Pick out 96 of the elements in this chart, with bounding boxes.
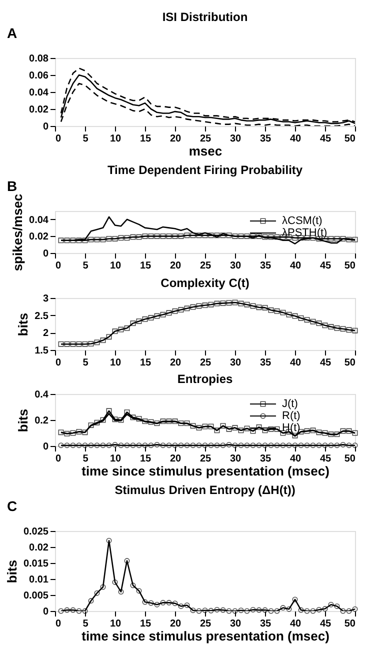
x-tick-label: 5 bbox=[82, 618, 89, 630]
x-tick-label: 0 bbox=[56, 618, 62, 630]
y-tick-label: 0.025 bbox=[23, 526, 49, 538]
x-tick-label: 30 bbox=[230, 618, 242, 630]
text: B bbox=[7, 178, 18, 194]
x-tick-label: 40 bbox=[290, 454, 302, 464]
x-tick-label: 15 bbox=[140, 618, 152, 630]
x-tick-label: 10 bbox=[110, 260, 122, 272]
x-tick-label: 35 bbox=[260, 358, 272, 368]
y-tick-label: 0.06 bbox=[29, 70, 49, 82]
chart-title: Complexity C(t) bbox=[160, 276, 250, 290]
y-tick-label: 2 bbox=[42, 328, 49, 340]
x-tick-label: 45 bbox=[320, 260, 332, 272]
legend-label: λPSTH(t) bbox=[282, 227, 328, 239]
x-axis-title: time since stimulus presentation (msec) bbox=[82, 464, 330, 478]
x-tick-label: 40 bbox=[290, 260, 302, 272]
text: A bbox=[7, 25, 18, 41]
y-axis-title: spikes/msec bbox=[10, 194, 26, 272]
x-tick-label: 0 bbox=[56, 134, 62, 144]
x-tick-label: 20 bbox=[170, 134, 182, 144]
y-tick-label: 3 bbox=[42, 294, 49, 304]
y-tick-label: 0.005 bbox=[23, 590, 49, 602]
x-tick-label: 20 bbox=[170, 618, 182, 630]
x-tick-label: 30 bbox=[230, 358, 242, 368]
x-tick-label: 50 bbox=[344, 358, 356, 368]
x-tick-label: 20 bbox=[170, 358, 182, 368]
y-tick-label: 0 bbox=[42, 248, 49, 260]
legend-label: λCSM(t) bbox=[282, 215, 322, 227]
x-tick-label: 5 bbox=[82, 260, 89, 272]
x-tick-label: 50 bbox=[344, 134, 356, 144]
x-tick-label: 25 bbox=[200, 358, 212, 368]
x-tick-label: 20 bbox=[170, 260, 182, 272]
y-axis-title: bits bbox=[16, 408, 31, 432]
x-axis-title: msec bbox=[188, 144, 222, 158]
x-tick-label: 45 bbox=[320, 134, 332, 144]
y-tick-label: 0 bbox=[42, 606, 49, 618]
x-tick-label: 5 bbox=[82, 358, 89, 368]
x-tick-label: 25 bbox=[200, 134, 212, 144]
y-tick-label: 0.02 bbox=[29, 542, 49, 554]
x-tick-label: 40 bbox=[290, 358, 302, 368]
y-tick-label: 0.02 bbox=[29, 104, 49, 116]
x-tick-label: 15 bbox=[140, 454, 152, 464]
y-tick-label: 0.015 bbox=[23, 558, 49, 570]
x-tick-label: 10 bbox=[110, 618, 122, 630]
x-tick-label: 50 bbox=[344, 454, 356, 464]
x-tick-label: 25 bbox=[200, 454, 212, 464]
y-tick-label: 0.4 bbox=[34, 390, 49, 400]
x-tick-label: 50 bbox=[344, 618, 356, 630]
x-tick-label: 40 bbox=[290, 618, 302, 630]
x-tick-label: 25 bbox=[200, 260, 212, 272]
x-tick-label: 5 bbox=[82, 454, 89, 464]
x-tick-label: 30 bbox=[230, 260, 242, 272]
text: C bbox=[7, 498, 18, 514]
x-tick-label: 15 bbox=[140, 134, 152, 144]
chart-title: Stimulus Driven Entropy (ΔH(t)) bbox=[114, 483, 296, 497]
x-tick-label: 10 bbox=[110, 358, 122, 368]
x-tick-label: 0 bbox=[56, 454, 62, 464]
x-tick-label: 0 bbox=[56, 358, 62, 368]
x-tick-label: 40 bbox=[290, 134, 302, 144]
x-tick-label: 5 bbox=[82, 134, 89, 144]
x-tick-label: 45 bbox=[320, 358, 332, 368]
x-tick-label: 15 bbox=[140, 358, 152, 368]
chart-title: Entropies bbox=[177, 372, 233, 386]
x-tick-label: 20 bbox=[170, 454, 182, 464]
x-tick-label: 15 bbox=[140, 260, 152, 272]
x-tick-label: 50 bbox=[344, 260, 356, 272]
y-tick-label: 0.01 bbox=[29, 574, 49, 586]
y-tick-label: 1.5 bbox=[34, 346, 49, 356]
x-tick-label: 30 bbox=[230, 454, 242, 464]
y-tick-label: 0 bbox=[42, 442, 49, 452]
x-tick-label: 35 bbox=[260, 618, 272, 630]
legend-label: J(t) bbox=[282, 398, 298, 410]
x-tick-label: 45 bbox=[320, 618, 332, 630]
y-tick-label: 0.2 bbox=[34, 416, 49, 426]
chart-title: Time Dependent Firing Probability bbox=[107, 163, 303, 177]
x-tick-label: 35 bbox=[260, 134, 272, 144]
y-axis-title: bits bbox=[16, 312, 31, 336]
x-tick-label: 35 bbox=[260, 454, 272, 464]
y-tick-label: 0.04 bbox=[29, 88, 49, 98]
legend-label: H(t) bbox=[282, 422, 300, 434]
x-tick-label: 10 bbox=[110, 134, 122, 144]
x-tick-label: 45 bbox=[320, 454, 332, 464]
x-tick-label: 30 bbox=[230, 134, 242, 144]
x-tick-label: 10 bbox=[110, 454, 122, 464]
y-tick-label: 0.02 bbox=[29, 232, 49, 243]
y-tick-label: 0.04 bbox=[29, 214, 49, 226]
y-tick-label: 0 bbox=[42, 122, 49, 132]
chart-title: ISI Distribution bbox=[162, 10, 248, 24]
y-tick-label: 0.08 bbox=[29, 54, 49, 64]
x-tick-label: 25 bbox=[200, 618, 212, 630]
y-axis-title: bits bbox=[4, 560, 20, 584]
x-tick-label: 0 bbox=[56, 260, 62, 272]
x-axis-title: time since stimulus presentation (msec) bbox=[82, 628, 330, 644]
legend-label: R(t) bbox=[282, 410, 300, 422]
x-tick-label: 35 bbox=[260, 260, 272, 272]
y-tick-label: 2.5 bbox=[34, 310, 49, 322]
